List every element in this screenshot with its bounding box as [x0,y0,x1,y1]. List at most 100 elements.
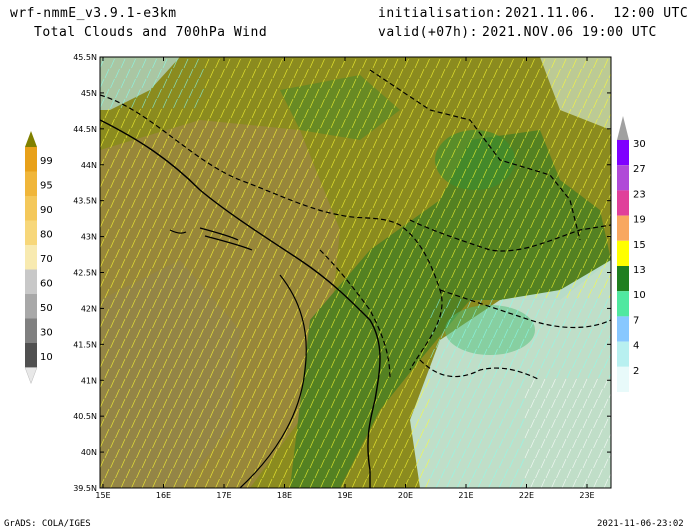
wind-vector [104,108,110,119]
wind-vector [283,128,288,139]
wind-vector [545,368,551,379]
wind-vector [383,58,388,69]
wind-vector [299,98,304,109]
wind-vector [615,479,619,488]
wind-vector [488,478,493,488]
wind-vector [503,168,509,179]
wind-vector [178,388,183,399]
wind-vector [125,348,131,359]
wind-vector [104,268,110,279]
wind-vector [262,88,267,99]
wind-vector [362,278,367,289]
wind-vector [215,158,220,169]
wind-vector [587,448,593,459]
wind-vector [461,188,467,199]
wind-vector [209,248,215,259]
wind-vector [115,208,120,219]
wind-vector [167,428,173,439]
lat-label: 43N [81,233,97,242]
wind-vector [398,248,404,259]
wind-vector [251,448,257,459]
wind-vector [246,358,252,369]
wind-vector [309,58,315,69]
wind-vector [598,428,603,439]
wind-vector [398,168,404,179]
wind-vector [194,238,199,249]
wind-vector [482,148,488,159]
wind-vector [241,168,246,179]
wind-vector [304,88,309,99]
wind-vector [299,438,304,449]
wind-vector [125,168,131,179]
wind-vector [131,438,136,449]
wind-vector [414,78,420,89]
wind-vector [162,98,168,109]
wind-vector [367,408,372,419]
wind-vector [299,378,304,389]
wind-vector [540,478,546,488]
wind-vector [425,378,430,389]
wind-vector [587,308,593,319]
wind-vector [315,489,319,498]
wind-vector [419,108,425,119]
wind-vector [173,478,178,488]
wind-vector [146,428,152,439]
wind-vector [472,168,477,179]
wind-vector [356,348,362,359]
wind-vector [346,268,351,279]
wind-vector [425,298,430,309]
wind-vector [461,428,467,439]
wind-vector [236,138,241,149]
wind-vector [446,478,451,488]
wind-vector [398,208,404,219]
wind-vector [330,398,336,409]
wind-vector [404,278,409,289]
wind-vector [572,438,577,449]
wind-vector [615,59,619,68]
wind-vector [566,88,572,99]
wind-vector [514,128,519,139]
right-colorbar-segment [617,215,629,241]
wind-vector [419,88,425,99]
wind-vector [435,438,441,449]
wind-vector [189,489,193,498]
wind-vector [461,348,467,359]
wind-vector [178,468,183,479]
wind-vector [435,258,441,269]
wind-vector [304,208,309,219]
wind-vector [404,298,409,309]
wind-vector [519,178,525,189]
wind-vector [293,208,299,219]
wind-vector [409,108,414,119]
wind-vector [215,258,220,269]
wind-vector [120,358,126,369]
wind-vector [519,478,525,488]
wind-vector [225,238,231,249]
wind-vector [267,338,273,349]
wind-vector [309,338,315,349]
wind-vector [167,128,173,139]
wind-vector [183,438,189,449]
wind-vector [194,398,199,409]
wind-vector [419,248,425,259]
wind-vector [608,92,611,99]
wind-vector [451,268,456,279]
wind-vector [599,489,603,498]
wind-vector [551,58,556,69]
wind-vector [608,432,611,439]
wind-vector [414,398,420,409]
wind-vector [503,148,509,159]
wind-vector [519,338,525,349]
wind-vector [141,58,147,69]
wind-vector [393,278,399,289]
wind-vector [346,208,351,219]
wind-vector [173,98,178,109]
wind-vector [482,448,488,459]
wind-vector [598,288,603,299]
wind-vector [146,168,152,179]
wind-vector [299,138,304,149]
wind-vector [488,458,493,469]
wind-vector [566,288,572,299]
wind-vector [393,198,399,209]
wind-vector [461,268,467,279]
